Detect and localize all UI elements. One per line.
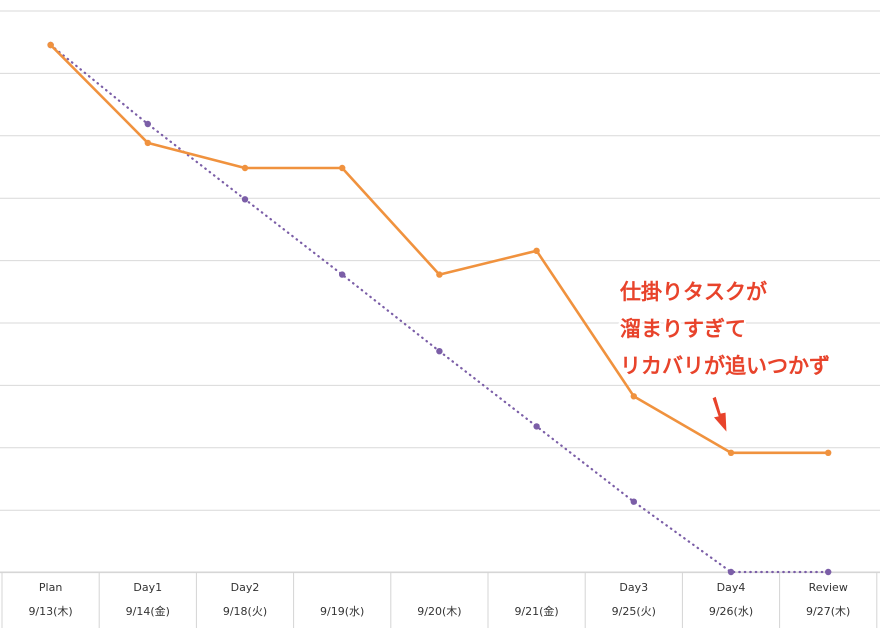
category-label: Day4: [717, 581, 746, 594]
data-point-ideal: [533, 423, 540, 430]
category-date-label: 9/26(水): [709, 605, 753, 618]
data-point-actual: [339, 164, 346, 172]
data-point-ideal: [436, 348, 443, 355]
annotation-line-2: 溜まりすぎて: [620, 317, 746, 341]
annotation-line-1: 仕掛りタスクが: [620, 280, 767, 304]
category-date-label: 9/27(木): [806, 605, 850, 618]
category-table: Plan 9/13(木) Day1 9/14(金) Day2 9/18(火) 9/19(水)…: [0, 571, 880, 628]
series-layer: [47, 41, 832, 576]
data-point-actual: [533, 247, 540, 254]
category-label: Day1: [133, 581, 162, 594]
data-point-ideal: [339, 271, 346, 278]
category-date-label: 9/19(水): [320, 605, 364, 618]
series-actual: [47, 41, 832, 456]
data-point-actual: [241, 164, 249, 172]
data-point-actual: [144, 139, 151, 147]
series-line-actual: [49, 44, 829, 455]
data-point-actual: [436, 271, 443, 278]
category-label: Day3: [619, 581, 648, 594]
data-point-actual: [727, 449, 735, 456]
category-date-label: 9/20(木): [417, 605, 461, 618]
data-point-ideal: [144, 120, 151, 128]
annotation-arrow: [711, 395, 728, 435]
data-point-actual: [630, 393, 637, 400]
annotation-callout: 仕掛りタスクが 溜まりすぎて リカバリが追いつかず: [620, 274, 830, 385]
series-ideal: [47, 41, 832, 576]
data-point-actual: [825, 449, 832, 456]
category-date-label: 9/14(金): [126, 604, 170, 618]
arrow-icon: [711, 395, 728, 435]
data-point-ideal: [727, 568, 735, 576]
category-label: Review: [809, 581, 848, 594]
category-date-label: 9/13(木): [28, 605, 72, 618]
data-point-ideal: [241, 196, 249, 203]
category-date-label: 9/25(火): [612, 605, 656, 618]
category-date-label: 9/18(火): [223, 605, 267, 618]
data-point-actual: [47, 41, 54, 49]
annotation-line-3: リカバリが追いつかず: [620, 354, 830, 378]
data-point-ideal: [630, 498, 637, 505]
data-point-ideal: [825, 568, 832, 576]
category-date-label: 9/21(金): [514, 604, 558, 618]
category-label: Plan: [39, 581, 62, 594]
category-label: Day2: [231, 581, 260, 594]
